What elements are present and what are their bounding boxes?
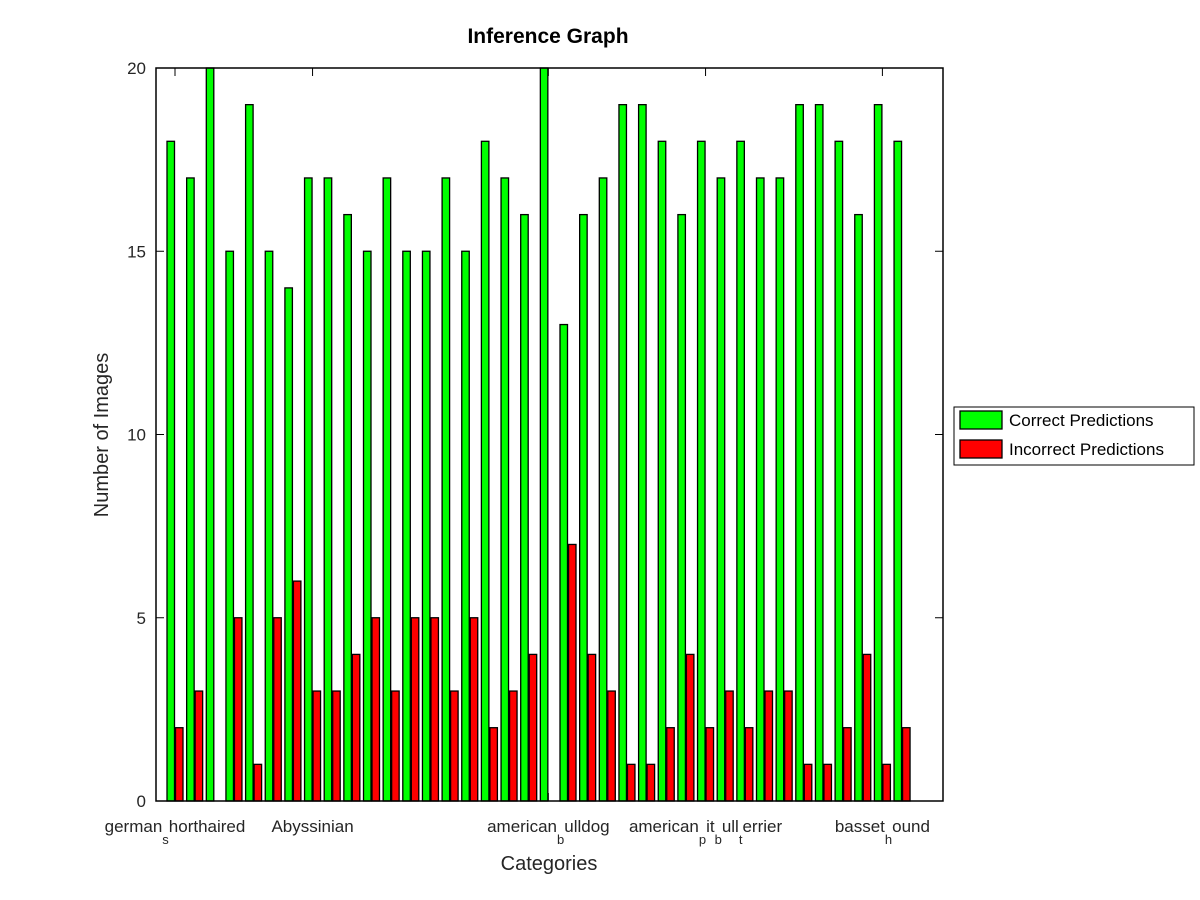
correct-bar-12 xyxy=(382,177,392,802)
incorrect-bar-18 xyxy=(508,690,518,802)
correct-bar-21 xyxy=(559,323,569,802)
correct-bar-8 xyxy=(303,177,313,802)
correct-bar-4 xyxy=(225,250,235,802)
y-tick-label-10: 10 xyxy=(127,426,146,445)
correct-bar-1 xyxy=(166,140,176,802)
y-axis-label: Number of Images xyxy=(91,353,113,518)
correct-bar-3 xyxy=(205,67,215,802)
incorrect-bar-13 xyxy=(410,617,420,802)
incorrect-bar-25 xyxy=(646,763,656,802)
correct-bar-9 xyxy=(323,177,333,802)
correct-bar-16 xyxy=(461,250,470,802)
incorrect-bar-37 xyxy=(882,763,892,802)
incorrect-bar-23 xyxy=(607,690,616,802)
correct-bar-38 xyxy=(893,140,903,802)
incorrect-bar-12 xyxy=(390,690,400,802)
incorrect-bar-17 xyxy=(489,727,499,802)
correct-bar-14 xyxy=(421,250,431,802)
incorrect-bar-28 xyxy=(705,727,715,802)
correct-bar-15 xyxy=(441,177,451,802)
incorrect-bar-24 xyxy=(626,763,636,802)
incorrect-bar-19 xyxy=(528,653,538,802)
y-tick-label-5: 5 xyxy=(137,609,146,628)
correct-bar-33 xyxy=(795,104,804,802)
correct-bar-13 xyxy=(402,250,411,802)
incorrect-bar-30 xyxy=(744,727,754,802)
incorrect-bar-2 xyxy=(194,690,204,802)
correct-bar-34 xyxy=(814,104,824,802)
correct-bar-32 xyxy=(775,177,785,802)
incorrect-bar-1 xyxy=(174,727,184,802)
correct-bar-2 xyxy=(185,177,195,802)
incorrect-bar-22 xyxy=(587,653,597,802)
correct-bar-25 xyxy=(637,104,647,802)
legend-swatch-incorrect xyxy=(959,439,1003,459)
correct-bar-36 xyxy=(854,213,863,802)
incorrect-bar-29 xyxy=(725,690,734,802)
plot-area: 0 5 10 15 20 germanshorthaired Abyssinian ameri… xyxy=(105,59,944,847)
correct-bar-10 xyxy=(343,213,353,802)
incorrect-bar-34 xyxy=(823,763,833,802)
incorrect-bar-11 xyxy=(371,617,381,802)
correct-bar-11 xyxy=(362,250,372,802)
incorrect-bar-6 xyxy=(273,617,282,802)
incorrect-bar-32 xyxy=(784,690,793,802)
chart-title: Inference Graph xyxy=(467,25,628,48)
x-axis-label: Categories xyxy=(501,853,598,875)
incorrect-bar-10 xyxy=(351,653,361,802)
correct-bar-29 xyxy=(716,177,726,802)
correct-bar-6 xyxy=(264,250,274,802)
y-tick-label-20: 20 xyxy=(127,59,146,78)
incorrect-bar-9 xyxy=(332,690,341,802)
incorrect-bar-27 xyxy=(685,653,695,802)
correct-bar-17 xyxy=(480,140,490,802)
incorrect-bar-35 xyxy=(842,727,852,802)
incorrect-bar-26 xyxy=(666,727,675,802)
correct-bar-27 xyxy=(677,213,687,802)
correct-bar-18 xyxy=(500,177,510,802)
x-tick-label-1: germanshorthaired xyxy=(105,817,246,847)
incorrect-bar-7 xyxy=(292,580,302,802)
correct-bar-24 xyxy=(618,104,628,802)
incorrect-bar-33 xyxy=(803,763,813,802)
y-tick-label-0: 0 xyxy=(137,792,146,811)
incorrect-bar-15 xyxy=(449,690,459,802)
incorrect-bar-16 xyxy=(469,617,479,802)
correct-bar-5 xyxy=(244,104,254,802)
x-tick-label-8: Abyssinian xyxy=(271,817,353,836)
correct-bar-7 xyxy=(284,287,294,802)
incorrect-bar-5 xyxy=(253,763,263,802)
incorrect-bar-21 xyxy=(567,543,577,802)
incorrect-bar-36 xyxy=(862,653,872,802)
incorrect-bar-4 xyxy=(233,617,243,802)
correct-bar-28 xyxy=(696,140,706,802)
correct-bar-35 xyxy=(834,140,844,802)
legend: Correct Predictions Incorrect Predictions xyxy=(953,406,1195,466)
x-tick-label-37: bassethound xyxy=(835,817,930,847)
legend-label-correct: Correct Predictions xyxy=(1009,411,1154,430)
correct-bar-22 xyxy=(579,213,588,802)
legend-label-incorrect: Incorrect Predictions xyxy=(1009,440,1164,459)
incorrect-bar-38 xyxy=(901,727,911,802)
correct-bar-30 xyxy=(736,140,745,802)
legend-swatch-correct xyxy=(959,410,1003,430)
correct-bar-26 xyxy=(657,140,667,802)
incorrect-bar-8 xyxy=(312,690,322,802)
x-tick-label-20: americanbulldog xyxy=(487,817,610,847)
incorrect-bar-31 xyxy=(764,690,774,802)
correct-bar-37 xyxy=(873,104,883,802)
y-tick-label-15: 15 xyxy=(127,242,146,261)
correct-bar-23 xyxy=(598,177,608,802)
correct-bar-31 xyxy=(755,177,765,802)
correct-bar-19 xyxy=(520,213,529,802)
incorrect-bar-14 xyxy=(430,617,440,802)
correct-bar-20 xyxy=(539,67,549,802)
x-tick-label-28: americanpitbullterrier xyxy=(629,817,783,847)
